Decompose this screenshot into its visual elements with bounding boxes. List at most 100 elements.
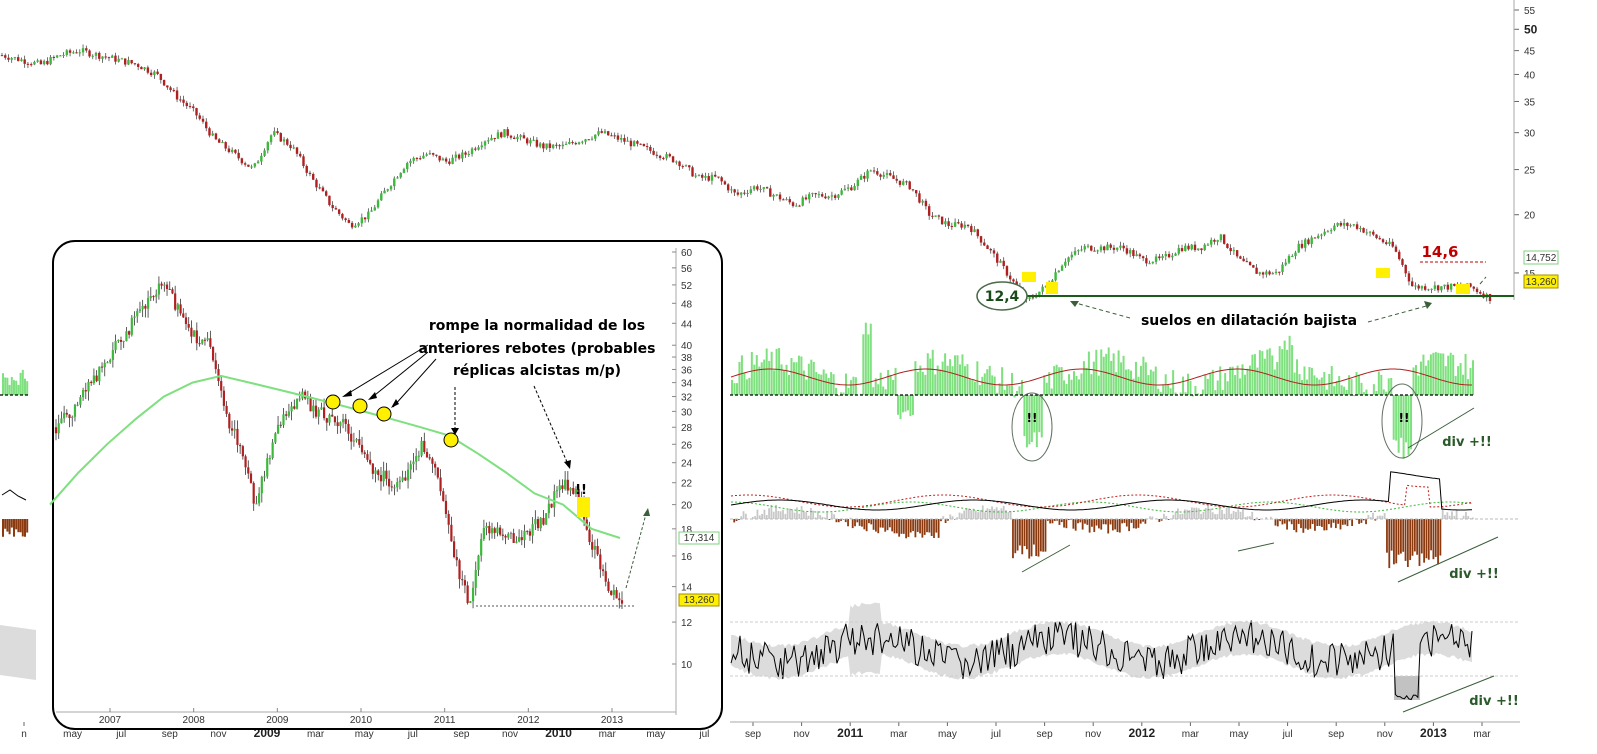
main-candle bbox=[104, 53, 107, 60]
brown-osc-bar bbox=[970, 510, 973, 519]
brown-osc-bar bbox=[1142, 519, 1144, 522]
brown-osc-bar bbox=[844, 519, 847, 523]
main-candle bbox=[474, 146, 477, 152]
main-candle bbox=[804, 194, 808, 201]
brown-osc-bar bbox=[1223, 513, 1226, 519]
inset-y-tick-label: 12 bbox=[681, 618, 693, 629]
brown-osc-bar bbox=[744, 513, 747, 519]
brown-osc-bar bbox=[768, 508, 770, 519]
main-x-tick-label: mar bbox=[1473, 729, 1491, 740]
brown-osc-bar bbox=[1367, 514, 1370, 519]
main-candle bbox=[671, 155, 675, 163]
inset-candle bbox=[255, 495, 258, 505]
green-hist-bar bbox=[976, 361, 979, 395]
main-candle bbox=[1248, 261, 1252, 266]
main-candle bbox=[1090, 245, 1093, 252]
main-candle bbox=[688, 164, 691, 171]
inset-candle bbox=[564, 471, 567, 491]
green-hist-bar bbox=[1286, 349, 1289, 395]
main-candle bbox=[840, 188, 843, 196]
brown-osc-bar bbox=[993, 509, 996, 519]
main-candle bbox=[908, 180, 911, 190]
green-hist-bar bbox=[1266, 349, 1269, 395]
brown-osc-bar bbox=[1149, 516, 1151, 519]
brown-osc-bar bbox=[1132, 519, 1135, 529]
green-hist-bar bbox=[770, 351, 773, 395]
brown-osc-bar bbox=[1351, 519, 1354, 527]
brown-osc-bar bbox=[1355, 519, 1358, 521]
brown-osc-bar bbox=[1084, 519, 1086, 524]
main-candle bbox=[78, 49, 82, 57]
brown-osc-bar bbox=[1104, 519, 1107, 525]
inset-candle bbox=[176, 302, 179, 317]
brown-osc-bar bbox=[912, 519, 914, 532]
brown-osc-bar bbox=[821, 516, 824, 519]
inset-candle bbox=[81, 387, 85, 401]
main-candle bbox=[1398, 249, 1401, 261]
inset-candle bbox=[92, 368, 96, 385]
brown-osc-bar bbox=[1244, 516, 1247, 519]
main-candle bbox=[820, 192, 824, 198]
green-hist-signal-line bbox=[730, 368, 1472, 386]
inset-candle bbox=[195, 322, 198, 351]
inset-candle bbox=[355, 437, 358, 443]
green-hist-bar bbox=[944, 353, 947, 395]
main-annotation: suelos en dilatación bajista bbox=[1141, 313, 1357, 329]
inset-annotation-arrows bbox=[343, 344, 437, 408]
main-candle bbox=[726, 183, 730, 193]
green-hist-bar bbox=[1169, 388, 1172, 395]
main-candle bbox=[321, 185, 325, 192]
green-hist-bar bbox=[1340, 385, 1343, 395]
band-osc-divergence-line bbox=[1402, 675, 1495, 713]
main-price-panel bbox=[0, 44, 1492, 304]
main-candle bbox=[775, 194, 778, 197]
main-candle bbox=[182, 95, 185, 107]
main-candle bbox=[1141, 255, 1145, 262]
brown-osc-bar bbox=[1109, 519, 1112, 525]
main-candle bbox=[1158, 253, 1161, 261]
green-hist-bar bbox=[1310, 367, 1313, 395]
main-x-tick-label: 2013 bbox=[1420, 726, 1447, 740]
inset-candle bbox=[60, 411, 63, 424]
main-candle bbox=[869, 169, 873, 172]
main-candle bbox=[26, 62, 30, 69]
brown-osc-bar bbox=[1386, 519, 1388, 553]
main-candle bbox=[402, 167, 406, 174]
green-hist-bar bbox=[825, 373, 828, 395]
brown-osc-bar bbox=[1160, 519, 1163, 521]
main-candle bbox=[1041, 284, 1044, 295]
brown-osc-bar bbox=[812, 510, 815, 519]
brown-osc-bar bbox=[1258, 519, 1261, 521]
main-highlight-markers bbox=[1022, 268, 1470, 294]
brown-osc-bar bbox=[816, 511, 819, 519]
main-candle bbox=[1482, 291, 1485, 299]
brown-osc-bar bbox=[837, 519, 840, 523]
green-hist-bar bbox=[1137, 376, 1140, 395]
main-candle bbox=[431, 152, 435, 157]
main-candle bbox=[574, 141, 578, 146]
main-candle bbox=[846, 184, 850, 192]
green-hist-bar bbox=[1402, 395, 1405, 459]
inset-candle bbox=[295, 398, 299, 410]
green-hist-bar bbox=[966, 364, 969, 395]
green-hist-bar bbox=[1189, 380, 1192, 395]
brown-osc-bar bbox=[986, 508, 989, 519]
inset-candle bbox=[485, 522, 488, 536]
main-candle bbox=[1235, 250, 1239, 259]
brown-osc-bar bbox=[1074, 519, 1077, 531]
green-hist-bar bbox=[731, 379, 733, 395]
brown-osc-bar bbox=[1390, 519, 1393, 551]
brown-osc-bar bbox=[1439, 519, 1442, 556]
main-candle bbox=[1167, 251, 1171, 259]
main-candle bbox=[1086, 243, 1090, 249]
green-hist-bar bbox=[835, 387, 838, 395]
green-hist-bar bbox=[1221, 389, 1224, 395]
inset-candle bbox=[496, 522, 499, 537]
main-candle bbox=[166, 85, 169, 90]
green-hist-bar bbox=[1362, 392, 1365, 395]
main-candle bbox=[927, 203, 931, 220]
inset-candle bbox=[360, 436, 364, 455]
inset-candle bbox=[369, 451, 372, 466]
main-candle bbox=[1446, 282, 1450, 293]
